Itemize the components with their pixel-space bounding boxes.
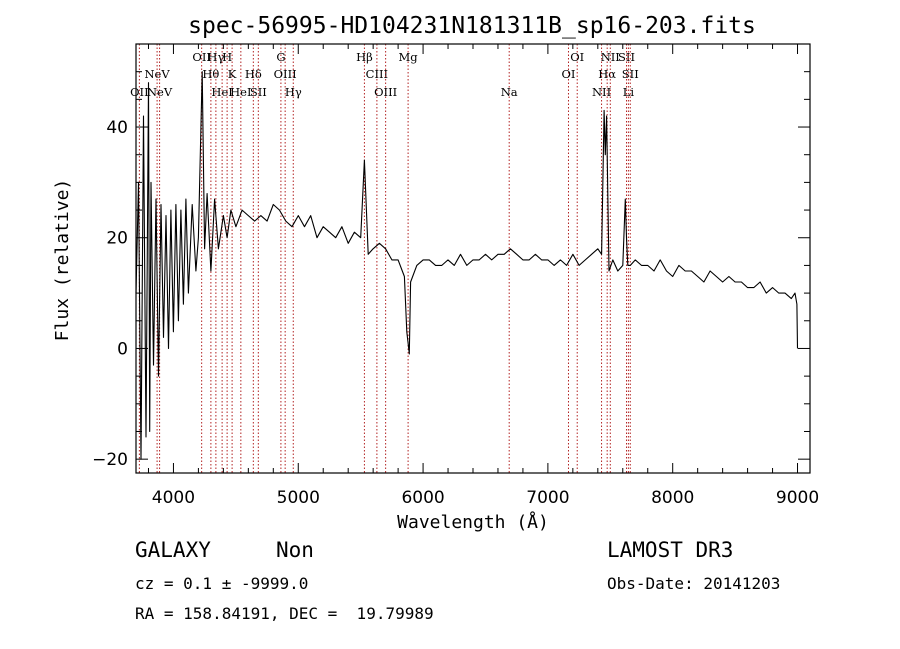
spectrum-line [135, 71, 799, 460]
line-marker-label: H [222, 50, 232, 64]
line-marker-label: HeI [230, 85, 251, 99]
x-tick-label: 8000 [651, 488, 694, 508]
y-tick-label: 20 [106, 229, 128, 249]
line-marker-label: K [228, 67, 237, 81]
line-marker-label: Hγ [207, 50, 224, 64]
line-marker-label: SII [622, 67, 639, 81]
y-axis-title: Flux (relative) [52, 179, 73, 342]
line-markers: OIINeVNeVOIIHθHγHeIHKHeIHδSIIGOIIIHγHβCI… [130, 44, 639, 473]
line-marker-label: OII [130, 85, 149, 99]
line-marker-label: OIII [374, 85, 397, 99]
line-marker-label: Na [501, 85, 518, 99]
line-marker-label: NII [601, 50, 620, 64]
series-group [135, 71, 799, 460]
line-marker-label: SII [250, 85, 267, 99]
line-marker-label: Hθ [202, 67, 219, 81]
y-tick-label: −20 [92, 450, 128, 470]
axis-ticks [136, 44, 810, 473]
line-marker-label: Hδ [245, 67, 262, 81]
y-tick-label: 40 [106, 118, 128, 138]
plot-frame [135, 43, 811, 474]
line-marker-label: SII [618, 50, 635, 64]
cz-line: cz = 0.1 ± -9999.0 [135, 574, 309, 593]
x-tick-label: 6000 [401, 488, 444, 508]
coords-line: RA = 158.84191, DEC = 19.79989 [135, 604, 434, 623]
class-label: GALAXY [135, 538, 211, 562]
line-marker-label: Hγ [285, 85, 302, 99]
line-marker-label: NII [592, 85, 611, 99]
line-marker-label: CIII [366, 67, 388, 81]
x-tick-label: 9000 [776, 488, 819, 508]
line-marker-label: OII [192, 50, 211, 64]
obs-date: Obs-Date: 20141203 [607, 574, 781, 593]
line-marker-label: Li [623, 85, 635, 99]
x-axis-title: Wavelength (Å) [397, 511, 549, 533]
survey-label: LAMOST DR3 [607, 538, 734, 562]
chart-title: spec-56995-HD104231N181311B_sp16-203.fit… [188, 13, 756, 39]
y-tick-label: 0 [117, 339, 128, 359]
line-marker-label: OI [570, 50, 584, 64]
x-tick-labels: 4000 5000 6000 7000 8000 9000 [152, 488, 819, 508]
line-marker-label: Mg [399, 50, 419, 64]
x-tick-label: 5000 [277, 488, 320, 508]
line-marker-label: HeI [211, 85, 232, 99]
line-marker-label: OI [561, 67, 575, 81]
line-marker-label: Hα [598, 67, 616, 81]
line-marker-label: NeV [144, 67, 170, 81]
x-tick-label: 7000 [526, 488, 569, 508]
line-marker-label: NeV [147, 85, 173, 99]
line-marker-label: Hβ [356, 50, 373, 64]
line-marker-label: G [276, 50, 285, 64]
y-tick-labels: −20 0 20 40 [92, 118, 128, 470]
x-tick-label: 4000 [152, 488, 195, 508]
line-marker-label: OIII [274, 67, 297, 81]
subclass-label: Non [276, 538, 314, 562]
